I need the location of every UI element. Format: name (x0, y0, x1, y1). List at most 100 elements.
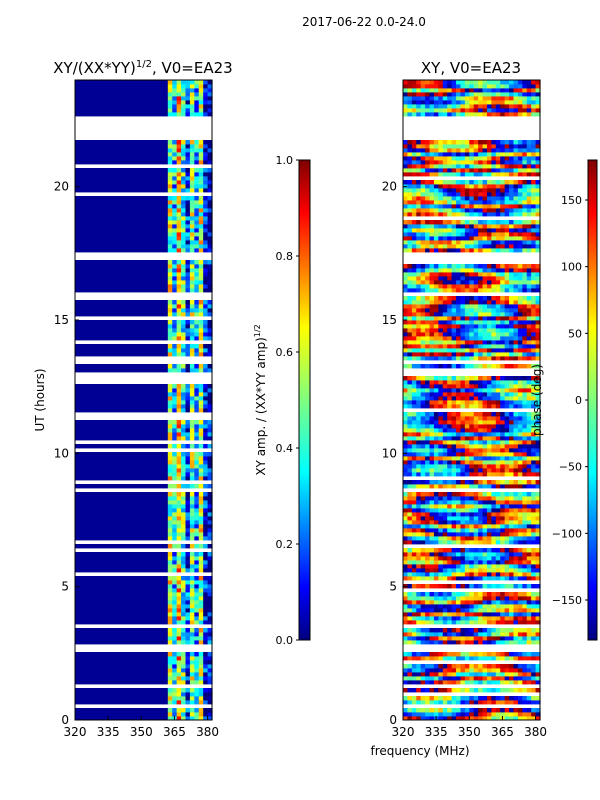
heatmap-cell (123, 80, 129, 85)
heatmap-cell (473, 656, 479, 661)
heatmap-cell (105, 608, 111, 613)
heatmap-cell (132, 556, 138, 561)
heatmap-cell (145, 660, 151, 665)
heatmap-cell (141, 516, 147, 521)
heatmap-cell (150, 712, 156, 717)
heatmap-cell (438, 656, 444, 661)
heatmap-cell (163, 700, 169, 705)
heatmap-cell (522, 608, 528, 613)
heatmap-cell (491, 560, 497, 565)
heatmap-cell (185, 284, 191, 289)
heatmap-cell (75, 652, 81, 657)
heatmap-cell (128, 260, 134, 265)
heatmap-cell (194, 80, 200, 85)
heatmap-cell (150, 484, 156, 489)
heatmap-cell (123, 664, 129, 669)
heatmap-cell (88, 628, 94, 633)
heatmap-cell (119, 364, 125, 369)
heatmap-cell (181, 668, 187, 673)
heatmap-cell (114, 184, 120, 189)
heatmap-cell (119, 420, 125, 425)
heatmap-cell (504, 572, 510, 577)
heatmap-cell (194, 484, 200, 489)
heatmap-cell (181, 348, 187, 353)
heatmap-cell (110, 384, 116, 389)
heatmap-cell (97, 556, 103, 561)
heatmap-cell (79, 236, 85, 241)
heatmap-cell (198, 504, 204, 509)
heatmap-cell (207, 84, 213, 89)
heatmap-cell (429, 632, 435, 637)
heatmap-cell (198, 200, 204, 205)
heatmap-cell (185, 88, 191, 93)
heatmap-cell (88, 612, 94, 617)
heatmap-cell (176, 336, 182, 341)
heatmap-cell (167, 276, 173, 281)
heatmap-cell (176, 556, 182, 561)
heatmap-cell (141, 592, 147, 597)
heatmap-cell (114, 88, 120, 93)
heatmap-cell (442, 656, 448, 661)
heatmap-cell (83, 672, 89, 677)
heatmap-cell (75, 260, 81, 265)
heatmap-cell (203, 324, 209, 329)
heatmap-cell (141, 408, 147, 413)
heatmap-cell (123, 140, 129, 145)
heatmap-cell (132, 204, 138, 209)
heatmap-cell (189, 444, 195, 449)
heatmap-cell (509, 600, 515, 605)
heatmap-cell (158, 524, 164, 529)
heatmap-cell (136, 312, 142, 317)
heatmap-cell (517, 708, 523, 713)
heatmap-cell (110, 632, 116, 637)
heatmap-cell (141, 240, 147, 245)
heatmap-cell (185, 428, 191, 433)
heatmap-cell (141, 696, 147, 701)
heatmap-cell (79, 568, 85, 573)
heatmap-cell (203, 476, 209, 481)
heatmap-cell (207, 300, 213, 305)
heatmap-cell (114, 608, 120, 613)
heatmap-cell (97, 688, 103, 693)
heatmap-cell (154, 168, 160, 173)
heatmap-cell (167, 320, 173, 325)
heatmap-cell (154, 140, 160, 145)
heatmap-cell (119, 80, 125, 85)
y-tick-label: 15 (54, 313, 69, 327)
heatmap-cell (167, 272, 173, 277)
heatmap-cell (198, 80, 204, 85)
heatmap-cell (469, 708, 475, 713)
heatmap-cell (189, 320, 195, 325)
heatmap-cell (123, 152, 129, 157)
heatmap-cell (154, 324, 160, 329)
heatmap-cell (150, 408, 156, 413)
heatmap-cell (442, 664, 448, 669)
heatmap-cell (132, 268, 138, 273)
heatmap-cell (176, 284, 182, 289)
heatmap-cell (203, 284, 209, 289)
heatmap-cell (105, 368, 111, 373)
heatmap-cell (442, 572, 448, 577)
heatmap-cell (176, 140, 182, 145)
heatmap-cell (114, 492, 120, 497)
heatmap-cell (88, 428, 94, 433)
heatmap-cell (97, 504, 103, 509)
heatmap-cell (110, 244, 116, 249)
heatmap-cell (203, 520, 209, 525)
heatmap-cell (132, 80, 138, 85)
heatmap-cell (158, 504, 164, 509)
heatmap-cell (132, 576, 138, 581)
heatmap-cell (128, 212, 134, 217)
heatmap-cell (198, 84, 204, 89)
heatmap-cell (88, 588, 94, 593)
heatmap-cell (420, 636, 426, 641)
heatmap-cell (451, 552, 457, 557)
heatmap-cell (460, 668, 466, 673)
heatmap-cell (154, 88, 160, 93)
heatmap-cell (482, 596, 488, 601)
heatmap-cell (150, 396, 156, 401)
heatmap-cell (433, 604, 439, 609)
heatmap-cell (110, 612, 116, 617)
heatmap-cell (114, 532, 120, 537)
